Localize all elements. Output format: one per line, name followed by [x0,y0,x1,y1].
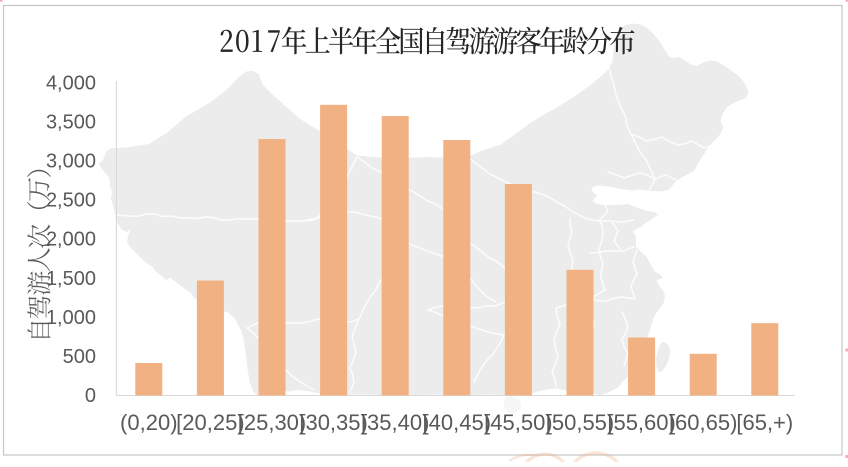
svg-text:[55,60): [55,60) [607,410,676,435]
svg-text:500: 500 [63,346,96,368]
svg-text:1,000: 1,000 [46,307,96,329]
svg-text:3,000: 3,000 [46,151,96,173]
svg-text:[35,40): [35,40) [361,410,430,435]
svg-text:3,500: 3,500 [46,112,96,134]
svg-text:[30,35): [30,35) [299,410,368,435]
svg-text:[25,30): [25,30) [238,410,307,435]
svg-text:[50,55): [50,55) [546,410,615,435]
svg-text:4,000: 4,000 [46,73,96,95]
svg-text:1,500: 1,500 [46,268,96,290]
svg-text:2,000: 2,000 [46,229,96,251]
svg-text:[20,25): [20,25) [176,410,245,435]
svg-text:[45,50): [45,50) [484,410,553,435]
svg-text:[65,+): [65,+) [736,410,793,435]
svg-text:[40,45): [40,45) [423,410,492,435]
svg-text:[60,65): [60,65) [669,410,738,435]
svg-text:(0,20): (0,20) [120,410,177,435]
svg-text:0: 0 [85,385,96,407]
svg-text:2,500: 2,500 [46,190,96,212]
